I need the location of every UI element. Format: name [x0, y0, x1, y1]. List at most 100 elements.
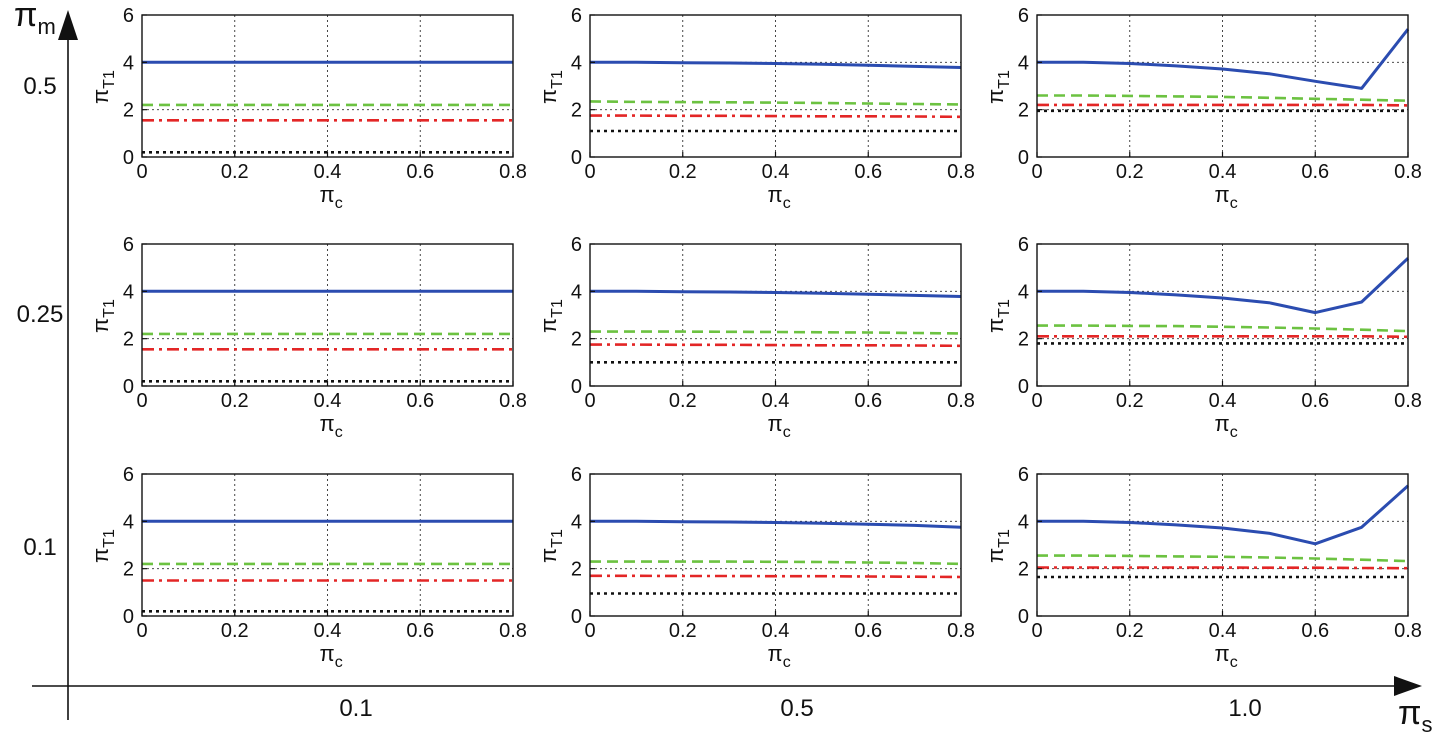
y-tick-label: 2 [123, 329, 134, 351]
col-label-pi-s-0.5: 0.5 [780, 695, 813, 722]
x-tick-label: 0.6 [854, 620, 882, 642]
y-axis-label-pi-t1: πT1 [536, 529, 566, 563]
y-tick-label: 4 [1018, 281, 1029, 303]
panel-pim-0.25-pis-1.0: 0 0.2 0.4 0.6 0.8 0 2 4 6 πc πT1 [983, 234, 1422, 441]
y-tick-label: 2 [123, 559, 134, 581]
x-axis-label-pi-c: πc [768, 641, 791, 671]
series-line-dashdot [590, 114, 962, 119]
panel-pim-0.5-pis-1.0: 0 0.2 0.4 0.6 0.8 0 2 4 6 πc πT1 [983, 5, 1422, 212]
series-line-solid [1037, 484, 1409, 546]
y-tick-label: 0 [571, 606, 582, 628]
y-tick-label: 0 [1018, 606, 1029, 628]
x-tick-label: 0.4 [762, 390, 790, 412]
x-tick-label: 0.8 [1394, 390, 1422, 412]
y-axis-label-pi-t1: πT1 [983, 299, 1013, 333]
y-tick-label: 6 [123, 464, 134, 486]
x-tick-label: 0 [136, 390, 147, 412]
y-axis-label-pi-t1: πT1 [88, 529, 118, 563]
outer-y-arrow-icon [58, 10, 78, 40]
x-axis-label-pi-c: πc [1215, 641, 1238, 671]
x-tick-label: 0.6 [1301, 620, 1329, 642]
y-tick-label: 0 [123, 606, 134, 628]
x-tick-label: 0 [584, 620, 595, 642]
y-tick-label: 4 [123, 281, 134, 303]
x-tick-label: 0 [136, 620, 147, 642]
row-label-pi-m-0.1: 0.1 [23, 534, 56, 561]
x-tick-label: 0 [584, 161, 595, 183]
series-line-solid [1037, 257, 1410, 315]
y-tick-label: 6 [1018, 464, 1029, 486]
y-tick-label: 2 [1018, 559, 1029, 581]
x-tick-label: 0 [1031, 161, 1042, 183]
x-tick-label: 0.4 [314, 620, 342, 642]
series-line-dashed [590, 560, 962, 566]
x-tick-label: 0.2 [221, 161, 249, 183]
y-tick-label: 4 [571, 281, 582, 303]
series-line-dashed [1037, 324, 1409, 333]
y-axis-label-pi-t1: πT1 [88, 70, 118, 104]
x-tick-label: 0.6 [406, 161, 434, 183]
x-tick-label: 0 [1031, 620, 1042, 642]
x-tick-label: 0.6 [854, 390, 882, 412]
x-tick-label: 0.2 [1116, 620, 1144, 642]
x-tick-label: 0.2 [669, 390, 697, 412]
y-tick-label: 4 [123, 52, 134, 74]
x-axis-label-pi-c: πc [320, 641, 343, 671]
x-tick-label: 0.8 [947, 390, 975, 412]
x-tick-label: 0.8 [1394, 161, 1422, 183]
y-tick-label: 6 [1018, 234, 1029, 256]
series-line-dashed [590, 330, 962, 335]
panel-pim-0.1-pis-0.5: 0 0.2 0.4 0.6 0.8 0 2 4 6 πc πT1 [536, 464, 975, 671]
outer-x-arrow-icon [1394, 676, 1422, 696]
x-tick-label: 0 [136, 161, 147, 183]
series-line-dashdot [1037, 334, 1409, 339]
series-line-dashdot [1037, 566, 1409, 570]
x-tick-label: 0.8 [1394, 620, 1422, 642]
x-tick-label: 0.8 [499, 161, 527, 183]
series-line-dashdot [1037, 103, 1409, 107]
x-axis-label-pi-c: πc [1215, 411, 1238, 441]
col-label-pi-s-1.0: 1.0 [1228, 695, 1261, 722]
y-axis-label-pi-t1: πT1 [536, 70, 566, 104]
x-axis-label-pi-c: πc [1215, 182, 1238, 212]
y-tick-label: 2 [571, 559, 582, 581]
row-label-pi-m-0.25: 0.25 [17, 301, 64, 328]
x-tick-label: 0.6 [1301, 390, 1329, 412]
panel-grid: 0 0.2 0.4 0.6 0.8 0 2 4 6 πc πT1 0 0.2 0.4 0.6 0.8 0 2 4 6 π… [88, 5, 1422, 671]
y-tick-label: 6 [123, 5, 134, 27]
col-label-pi-s-0.1: 0.1 [339, 695, 372, 722]
x-tick-label: 0.4 [314, 390, 342, 412]
panel-pim-0.5-pis-0.1: 0 0.2 0.4 0.6 0.8 0 2 4 6 πc πT1 [88, 5, 527, 212]
x-tick-label: 0.8 [499, 390, 527, 412]
y-tick-label: 4 [571, 52, 582, 74]
y-axis-label-pi-t1: πT1 [536, 299, 566, 333]
series-line-dashdot [590, 574, 962, 579]
y-tick-label: 2 [1018, 329, 1029, 351]
y-axis-label: πm [14, 0, 56, 39]
x-tick-label: 0.4 [1209, 161, 1237, 183]
y-tick-label: 0 [123, 147, 134, 169]
x-tick-label: 0.6 [406, 620, 434, 642]
x-axis-label: πs [1398, 694, 1432, 732]
x-tick-label: 0.2 [669, 620, 697, 642]
x-tick-label: 0.2 [221, 390, 249, 412]
series-line-solid [590, 519, 962, 529]
y-tick-label: 2 [571, 329, 582, 351]
y-tick-label: 4 [123, 511, 134, 533]
x-tick-label: 0.8 [947, 620, 975, 642]
x-tick-label: 0.8 [947, 161, 975, 183]
panel-pim-0.25-pis-0.5: 0 0.2 0.4 0.6 0.8 0 2 4 6 πc πT1 [536, 234, 975, 441]
x-tick-label: 0.2 [1116, 161, 1144, 183]
y-tick-label: 6 [123, 234, 134, 256]
x-axis-label-pi-c: πc [768, 182, 791, 212]
series-line-dashdot [590, 343, 962, 348]
x-tick-label: 0.4 [1209, 390, 1237, 412]
y-tick-label: 0 [1018, 147, 1029, 169]
y-tick-label: 2 [123, 100, 134, 122]
series-line-solid [1037, 28, 1410, 90]
y-tick-label: 0 [123, 376, 134, 398]
x-tick-label: 0.6 [1301, 161, 1329, 183]
row-label-pi-m-0.5: 0.5 [23, 73, 56, 100]
series-line-solid [590, 289, 962, 298]
x-tick-label: 0.6 [406, 390, 434, 412]
